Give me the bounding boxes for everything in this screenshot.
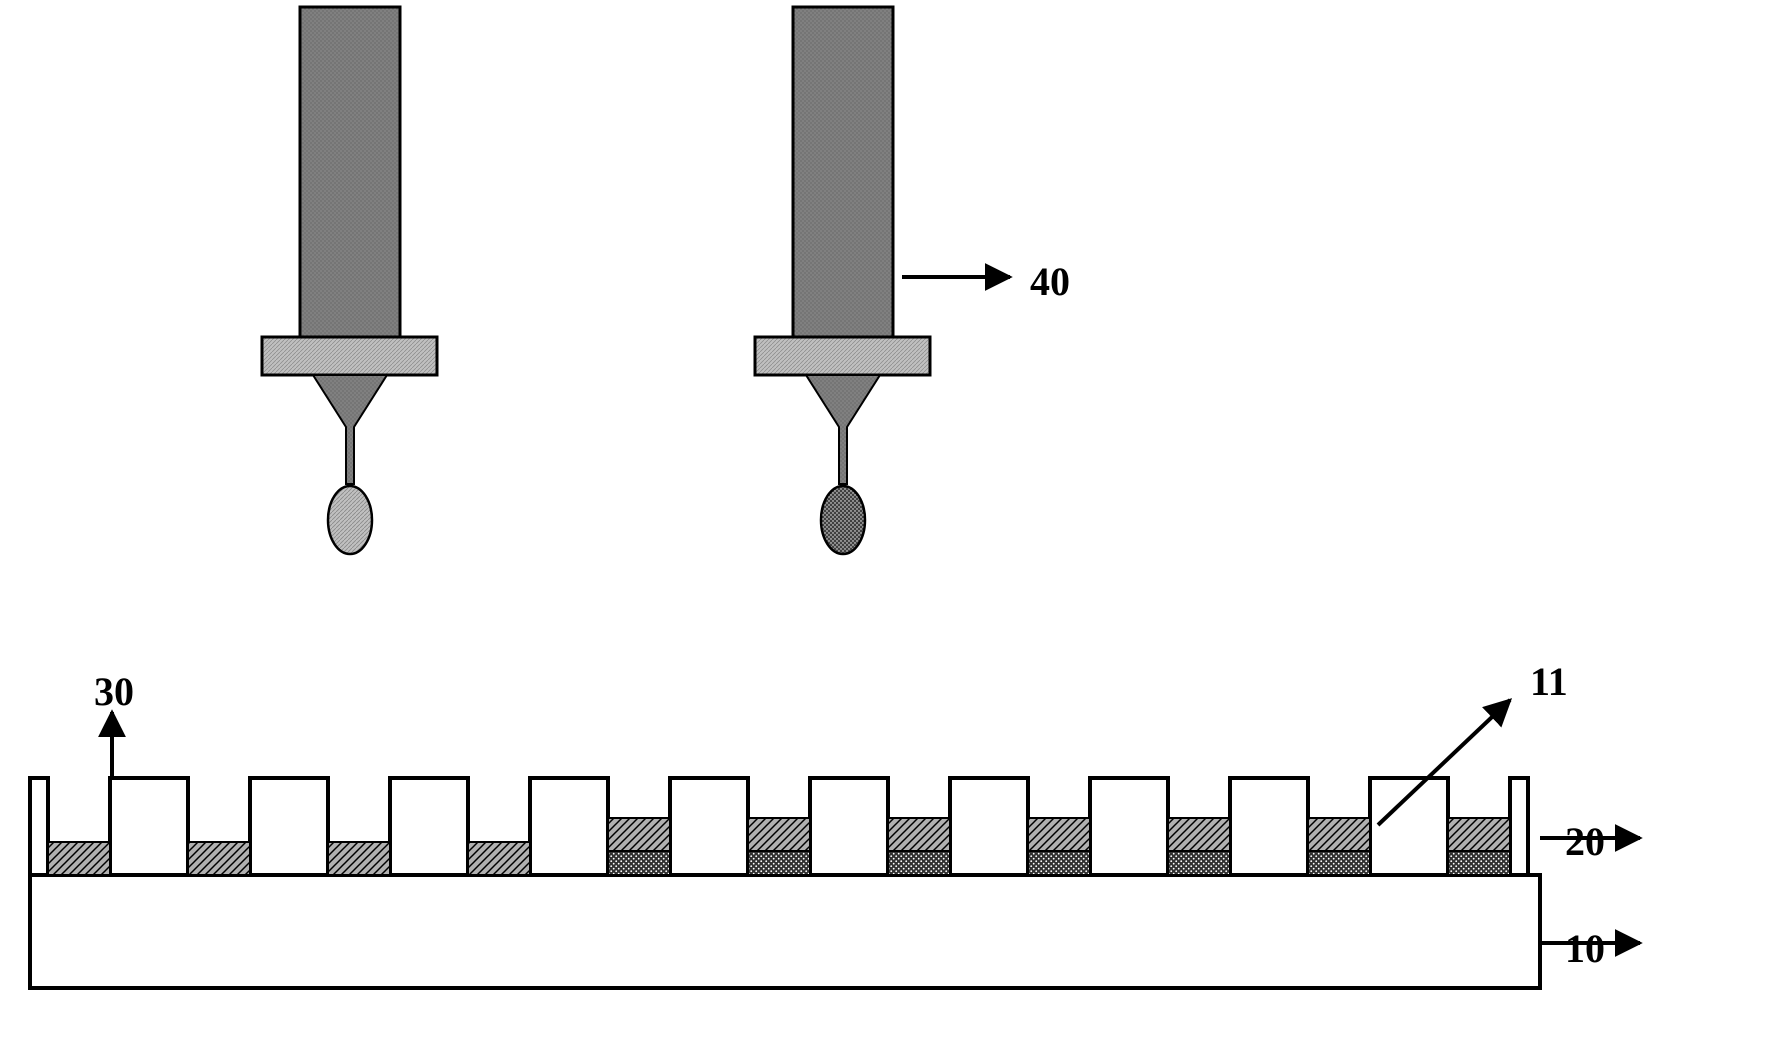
label-11: 11 xyxy=(1530,658,1568,705)
label-20: 20 xyxy=(1565,818,1605,865)
label-10: 10 xyxy=(1565,925,1605,972)
label-30: 30 xyxy=(94,668,134,715)
label-40: 40 xyxy=(1030,258,1070,305)
left-nozzle xyxy=(300,7,400,337)
right-nozzle xyxy=(793,7,893,337)
technical-diagram xyxy=(0,0,1780,1047)
